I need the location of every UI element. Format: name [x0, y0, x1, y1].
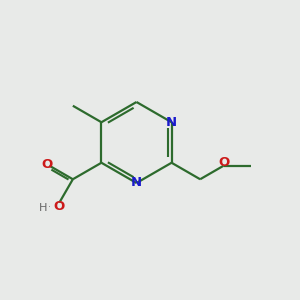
- Text: O: O: [41, 158, 53, 171]
- Text: ·: ·: [48, 202, 51, 211]
- Text: N: N: [131, 176, 142, 190]
- Text: H: H: [39, 203, 47, 213]
- Text: N: N: [166, 116, 177, 129]
- Text: O: O: [218, 156, 229, 169]
- Text: O: O: [54, 200, 65, 213]
